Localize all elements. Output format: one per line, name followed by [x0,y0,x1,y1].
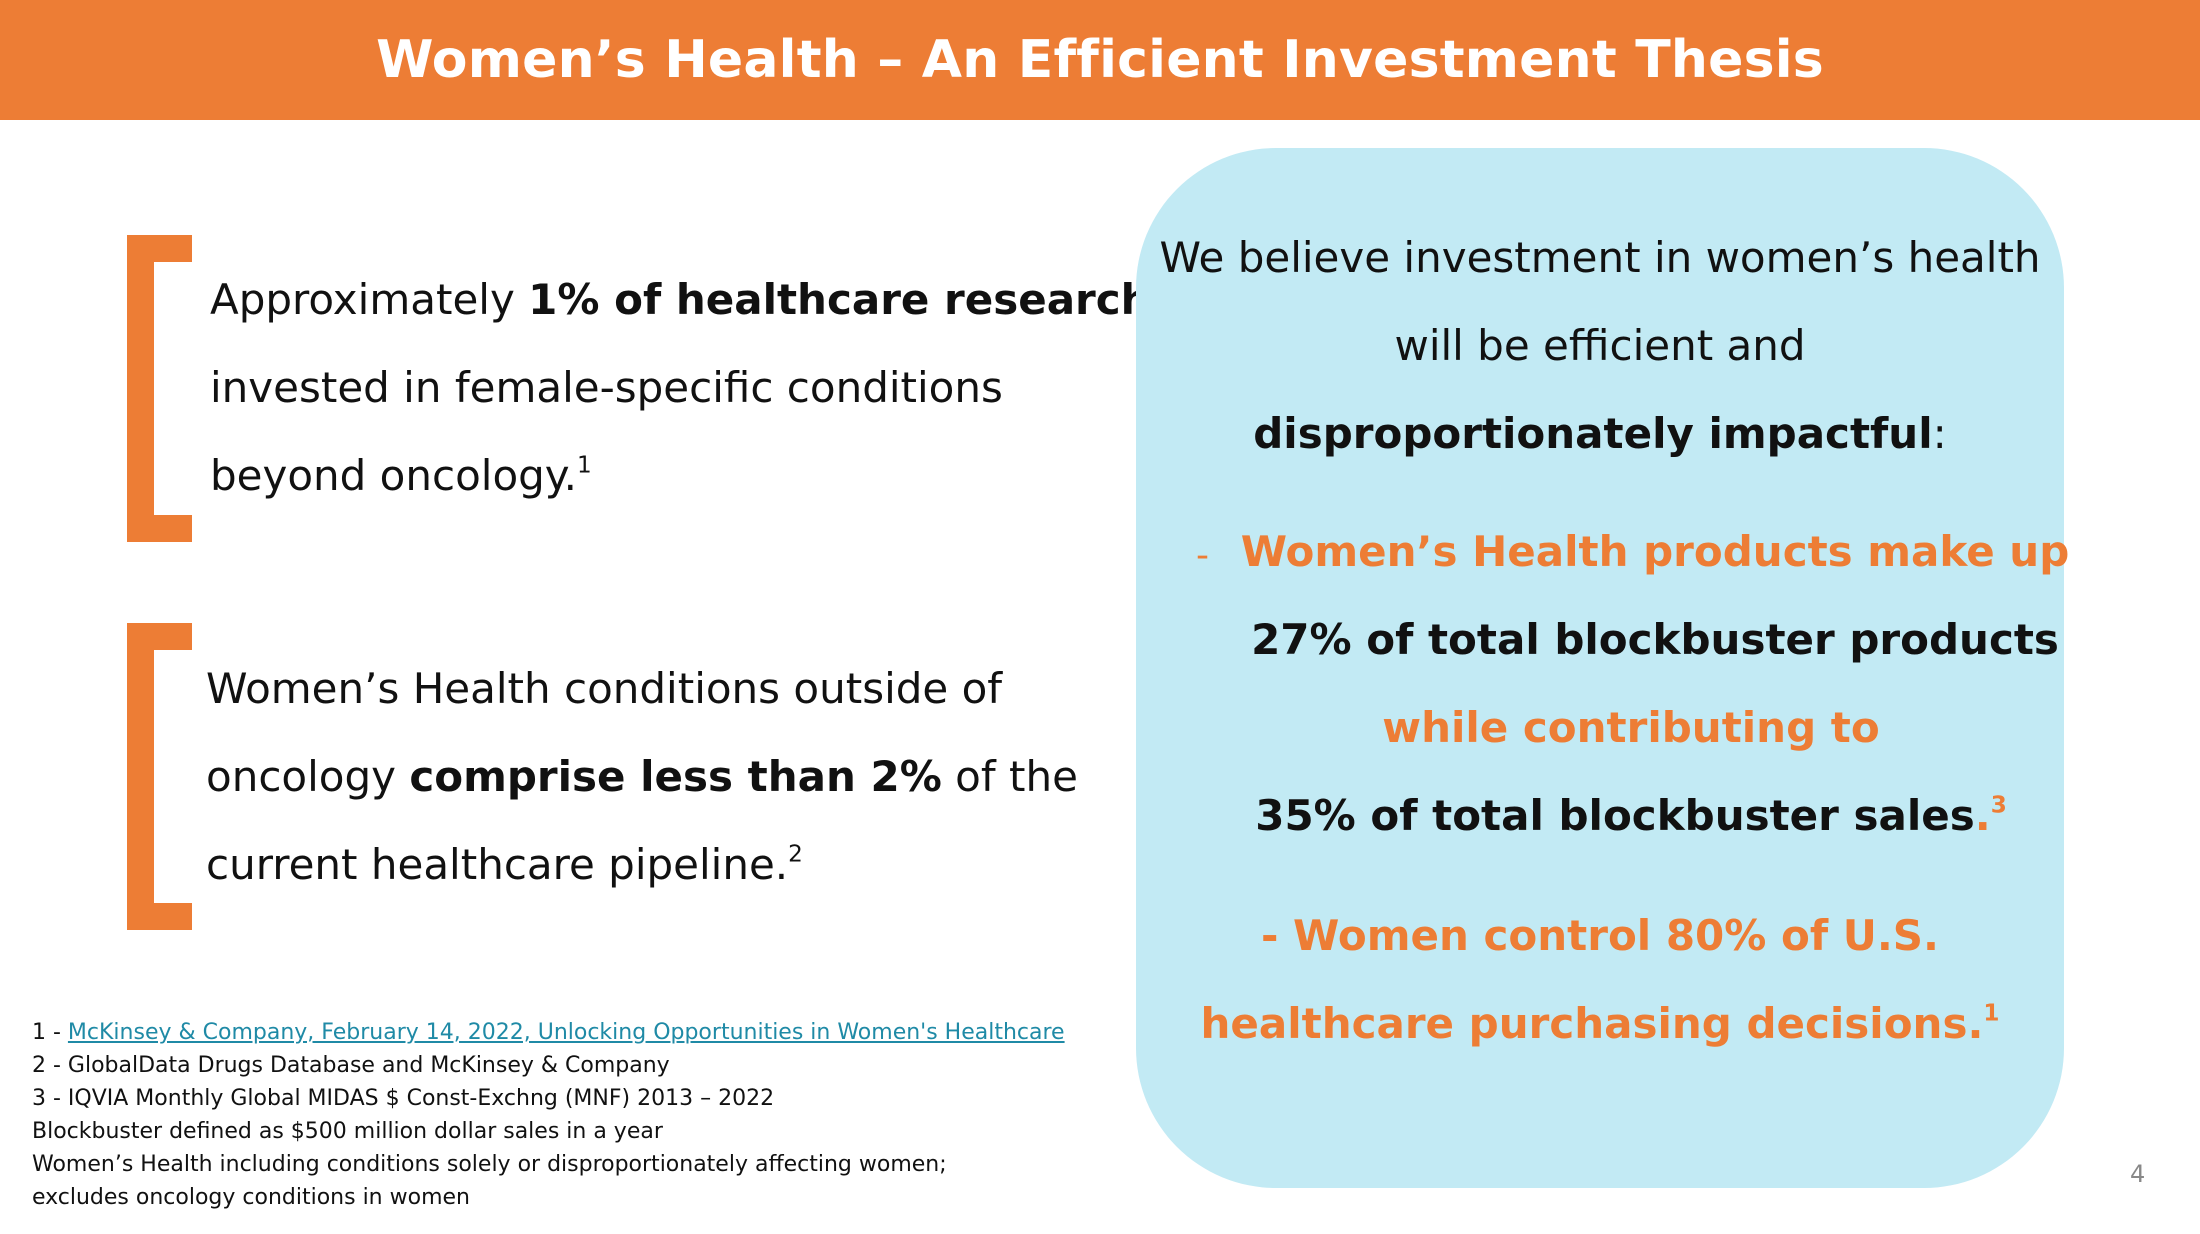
bullet1-line4: 35% of total blockbuster sales.3 [1255,791,2007,840]
bullet2-line2: healthcare purchasing decisions.1 [1200,999,2000,1048]
page-number: 4 [2130,1160,2146,1188]
footnote-2: 2 - GlobalData Drugs Database and McKins… [32,1053,670,1078]
bullet1-line3: while contributing to [1382,703,1880,752]
footnote-ref: 2 [788,841,803,868]
slide-title: Women’s Health – An Efficient Investment… [376,30,1824,90]
footnote-ref: 3 [1990,792,2007,819]
thesis-line1: We believe investment in women’s health [1159,233,2041,282]
bullet-dash: - [1196,535,1209,576]
stat1-line3: beyond oncology.1 [210,451,592,500]
bracket-decoration [127,235,192,542]
title-bar: Women’s Health – An Efficient Investment… [0,0,2200,120]
stat2-line1: Women’s Health conditions outside of [206,664,1003,713]
stat-research-share: Approximately 1% of healthcare research … [210,256,1197,520]
footnote-ref: 1 [1983,1000,2000,1027]
footnote-source-link[interactable]: McKinsey & Company, February 14, 2022, U… [67,1020,1065,1045]
stat-pipeline-share: Women’s Health conditions outside of onc… [206,645,1078,909]
bullet2-line1: - Women control 80% of U.S. [1261,911,1939,960]
stat1-line1: Approximately 1% of healthcare research … [210,275,1197,324]
thesis-bubble [1136,148,2064,1188]
footnote-3: 3 - IQVIA Monthly Global MIDAS $ Const-E… [32,1086,775,1111]
bullet1-line2: 27% of total blockbuster products [1251,615,2059,664]
stat1-line2: invested in female-specific conditions [210,363,1003,412]
stat2-highlight: comprise less than 2% [409,752,942,801]
thesis-line3: disproportionately impactful: [1253,409,1947,458]
thesis-line2: will be efficient and [1394,321,1806,370]
footnote-1: 1 - McKinsey & Company, February 14, 202… [32,1020,1065,1045]
footnote-5: Women’s Health including conditions sole… [32,1152,947,1177]
stat1-highlight: 1% of healthcare research [528,275,1151,324]
footnotes: 1 - McKinsey & Company, February 14, 202… [32,1016,1092,1214]
footnote-4: Blockbuster defined as $500 million doll… [32,1119,663,1144]
stat2-line3: current healthcare pipeline.2 [206,840,803,889]
bullet1-line1: Women’s Health products make up [1240,527,2070,576]
footnote-6: excludes oncology conditions in women [32,1185,470,1210]
footnote-ref: 1 [577,452,592,479]
stat2-line2: oncology comprise less than 2% of the [206,752,1078,801]
bracket-decoration [127,623,192,930]
